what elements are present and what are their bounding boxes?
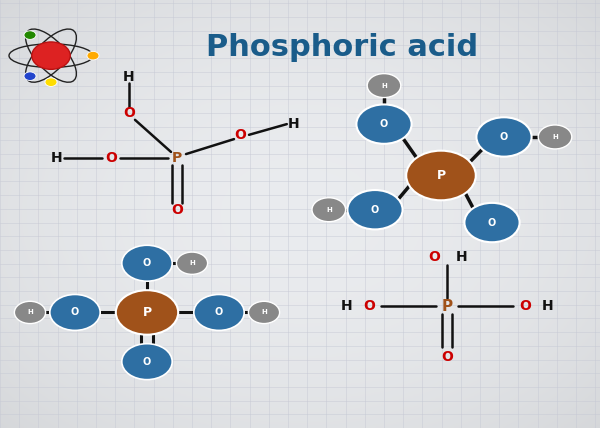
Text: H: H (326, 207, 332, 213)
Text: P: P (436, 169, 446, 182)
Text: O: O (488, 217, 496, 228)
Text: O: O (428, 250, 440, 264)
Circle shape (476, 117, 532, 157)
Text: O: O (171, 203, 183, 217)
Text: H: H (340, 299, 352, 313)
Text: H: H (27, 309, 33, 315)
Text: H: H (51, 152, 63, 165)
Text: O: O (71, 307, 79, 318)
Circle shape (176, 252, 208, 274)
Text: H: H (189, 260, 195, 266)
Text: O: O (234, 128, 246, 142)
Text: H: H (288, 117, 300, 131)
Text: O: O (519, 299, 531, 313)
Circle shape (538, 125, 572, 149)
Text: O: O (105, 152, 117, 165)
Circle shape (406, 151, 476, 200)
Circle shape (122, 344, 172, 380)
Text: P: P (442, 298, 452, 314)
Circle shape (50, 294, 100, 330)
Circle shape (312, 198, 346, 222)
Text: O: O (371, 205, 379, 215)
Text: H: H (455, 250, 467, 264)
Text: Phosphoric acid: Phosphoric acid (206, 33, 478, 62)
Circle shape (367, 74, 401, 98)
Circle shape (194, 294, 244, 330)
Text: O: O (143, 258, 151, 268)
Circle shape (347, 190, 403, 229)
Text: H: H (552, 134, 558, 140)
Circle shape (14, 301, 46, 324)
Circle shape (248, 301, 280, 324)
Circle shape (356, 104, 412, 144)
Text: O: O (500, 132, 508, 142)
Circle shape (87, 51, 99, 60)
Text: H: H (123, 70, 135, 84)
Text: H: H (542, 299, 554, 313)
Circle shape (45, 78, 57, 86)
Text: H: H (261, 309, 267, 315)
Text: O: O (143, 357, 151, 367)
Circle shape (24, 31, 36, 39)
Text: O: O (123, 107, 135, 120)
Circle shape (122, 245, 172, 281)
Circle shape (24, 72, 36, 80)
Text: O: O (363, 299, 375, 313)
Circle shape (116, 290, 178, 335)
Text: P: P (172, 152, 182, 165)
Text: O: O (441, 351, 453, 364)
Text: O: O (380, 119, 388, 129)
Circle shape (464, 203, 520, 242)
Text: O: O (215, 307, 223, 318)
Text: P: P (142, 306, 152, 319)
Circle shape (32, 42, 70, 69)
Text: H: H (381, 83, 387, 89)
